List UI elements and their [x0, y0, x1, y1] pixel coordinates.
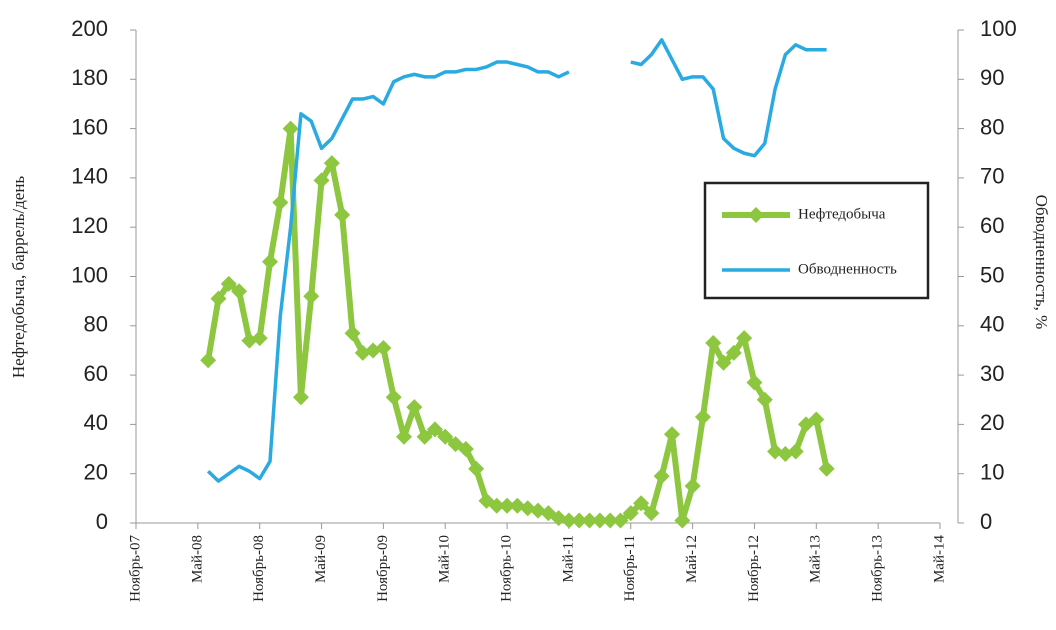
data-point: [220, 275, 237, 292]
data-point: [323, 155, 340, 172]
x-tick-label: Ноябрь-12: [746, 535, 762, 602]
data-point: [499, 497, 516, 514]
data-point: [746, 374, 763, 391]
y2-tick-label: 70: [980, 164, 1004, 189]
data-point: [684, 478, 701, 495]
legend-label: Нефтедобыча: [798, 206, 886, 222]
x-tick-label: Май-11: [560, 535, 576, 582]
data-point: [633, 495, 650, 512]
data-point: [519, 500, 536, 517]
data-point: [674, 512, 691, 529]
y-axis-label: Нефтедобыча, баррель/день: [9, 176, 28, 379]
x-tick-label: Май-08: [189, 535, 205, 583]
x-tick-label: Ноябрь-10: [499, 535, 515, 602]
data-point: [416, 428, 433, 445]
data-point: [602, 512, 619, 529]
data-point: [231, 283, 248, 300]
data-point: [303, 288, 320, 305]
y-tick-label: 80: [84, 312, 108, 337]
data-point: [694, 409, 711, 426]
data-point: [808, 411, 825, 428]
x-tick-label: Май-12: [684, 535, 700, 583]
data-point: [344, 325, 361, 342]
data-point: [653, 468, 670, 485]
y2-tick-label: 80: [980, 114, 1004, 139]
y-tick-label: 20: [84, 460, 108, 485]
data-point: [725, 344, 742, 361]
data-point: [581, 512, 598, 529]
x-tick-label: Май-09: [313, 535, 329, 583]
y2-tick-label: 100: [980, 16, 1017, 41]
y-tick-label: 200: [71, 16, 108, 41]
legend-label: Обводненность: [798, 261, 897, 277]
y-tick-label: 120: [71, 213, 108, 238]
data-point: [313, 172, 330, 189]
data-point: [571, 512, 588, 529]
x-tick-label: Ноябрь-13: [870, 535, 886, 602]
data-point: [334, 206, 351, 223]
legend-marker: [748, 207, 764, 223]
y-tick-label: 180: [71, 65, 108, 90]
data-point: [736, 330, 753, 347]
data-point: [437, 428, 454, 445]
y-tick-label: 60: [84, 361, 108, 386]
y-tick-label: 160: [71, 114, 108, 139]
y2-tick-label: 90: [980, 65, 1004, 90]
x-tick-label: Ноябрь-08: [251, 535, 267, 602]
data-point: [488, 497, 505, 514]
data-point: [468, 460, 485, 477]
y2-tick-label: 50: [980, 262, 1004, 287]
data-point: [756, 391, 773, 408]
y2-tick-label: 20: [980, 410, 1004, 435]
data-line: [630, 38, 827, 158]
data-point: [457, 441, 474, 458]
data-point: [426, 421, 443, 438]
data-point: [591, 512, 608, 529]
y2-tick-label: 0: [980, 509, 992, 534]
x-tick-label: Ноябрь-09: [375, 535, 391, 602]
data-point: [396, 428, 412, 445]
data-point: [292, 389, 309, 406]
data-point: [385, 389, 402, 406]
data-point: [282, 120, 299, 137]
x-tick-label: Ноябрь-07: [127, 535, 143, 602]
data-point: [612, 512, 629, 529]
x-tick-label: Май-13: [808, 535, 824, 583]
y2-tick-label: 10: [980, 460, 1004, 485]
x-tick-label: Май-10: [437, 535, 453, 583]
data-line: [206, 60, 570, 483]
y-tick-label: 140: [71, 164, 108, 189]
y-tick-label: 40: [84, 410, 108, 435]
data-point: [560, 512, 577, 529]
x-tick-label: Ноябрь-11: [622, 535, 638, 601]
data-point: [375, 339, 392, 356]
data-point: [210, 290, 227, 307]
data-point: [272, 194, 289, 211]
y2-tick-label: 30: [980, 361, 1004, 386]
data-point: [787, 443, 804, 460]
y2-tick-label: 40: [980, 312, 1004, 337]
y2-axis-label: Обводненность, %: [1032, 195, 1051, 330]
y-tick-label: 100: [71, 262, 108, 287]
data-point: [251, 330, 268, 347]
y2-tick-label: 60: [980, 213, 1004, 238]
data-point: [715, 354, 732, 371]
x-tick-label: Май-14: [931, 535, 947, 584]
data-point: [622, 505, 639, 522]
legend-box: [703, 181, 930, 300]
data-point: [664, 426, 680, 443]
y-tick-label: 0: [96, 509, 108, 534]
data-point: [406, 399, 423, 416]
data-point: [705, 335, 722, 352]
data-point: [643, 505, 660, 522]
data-point: [262, 253, 278, 270]
data-point: [818, 460, 835, 477]
data-point: [200, 352, 217, 369]
